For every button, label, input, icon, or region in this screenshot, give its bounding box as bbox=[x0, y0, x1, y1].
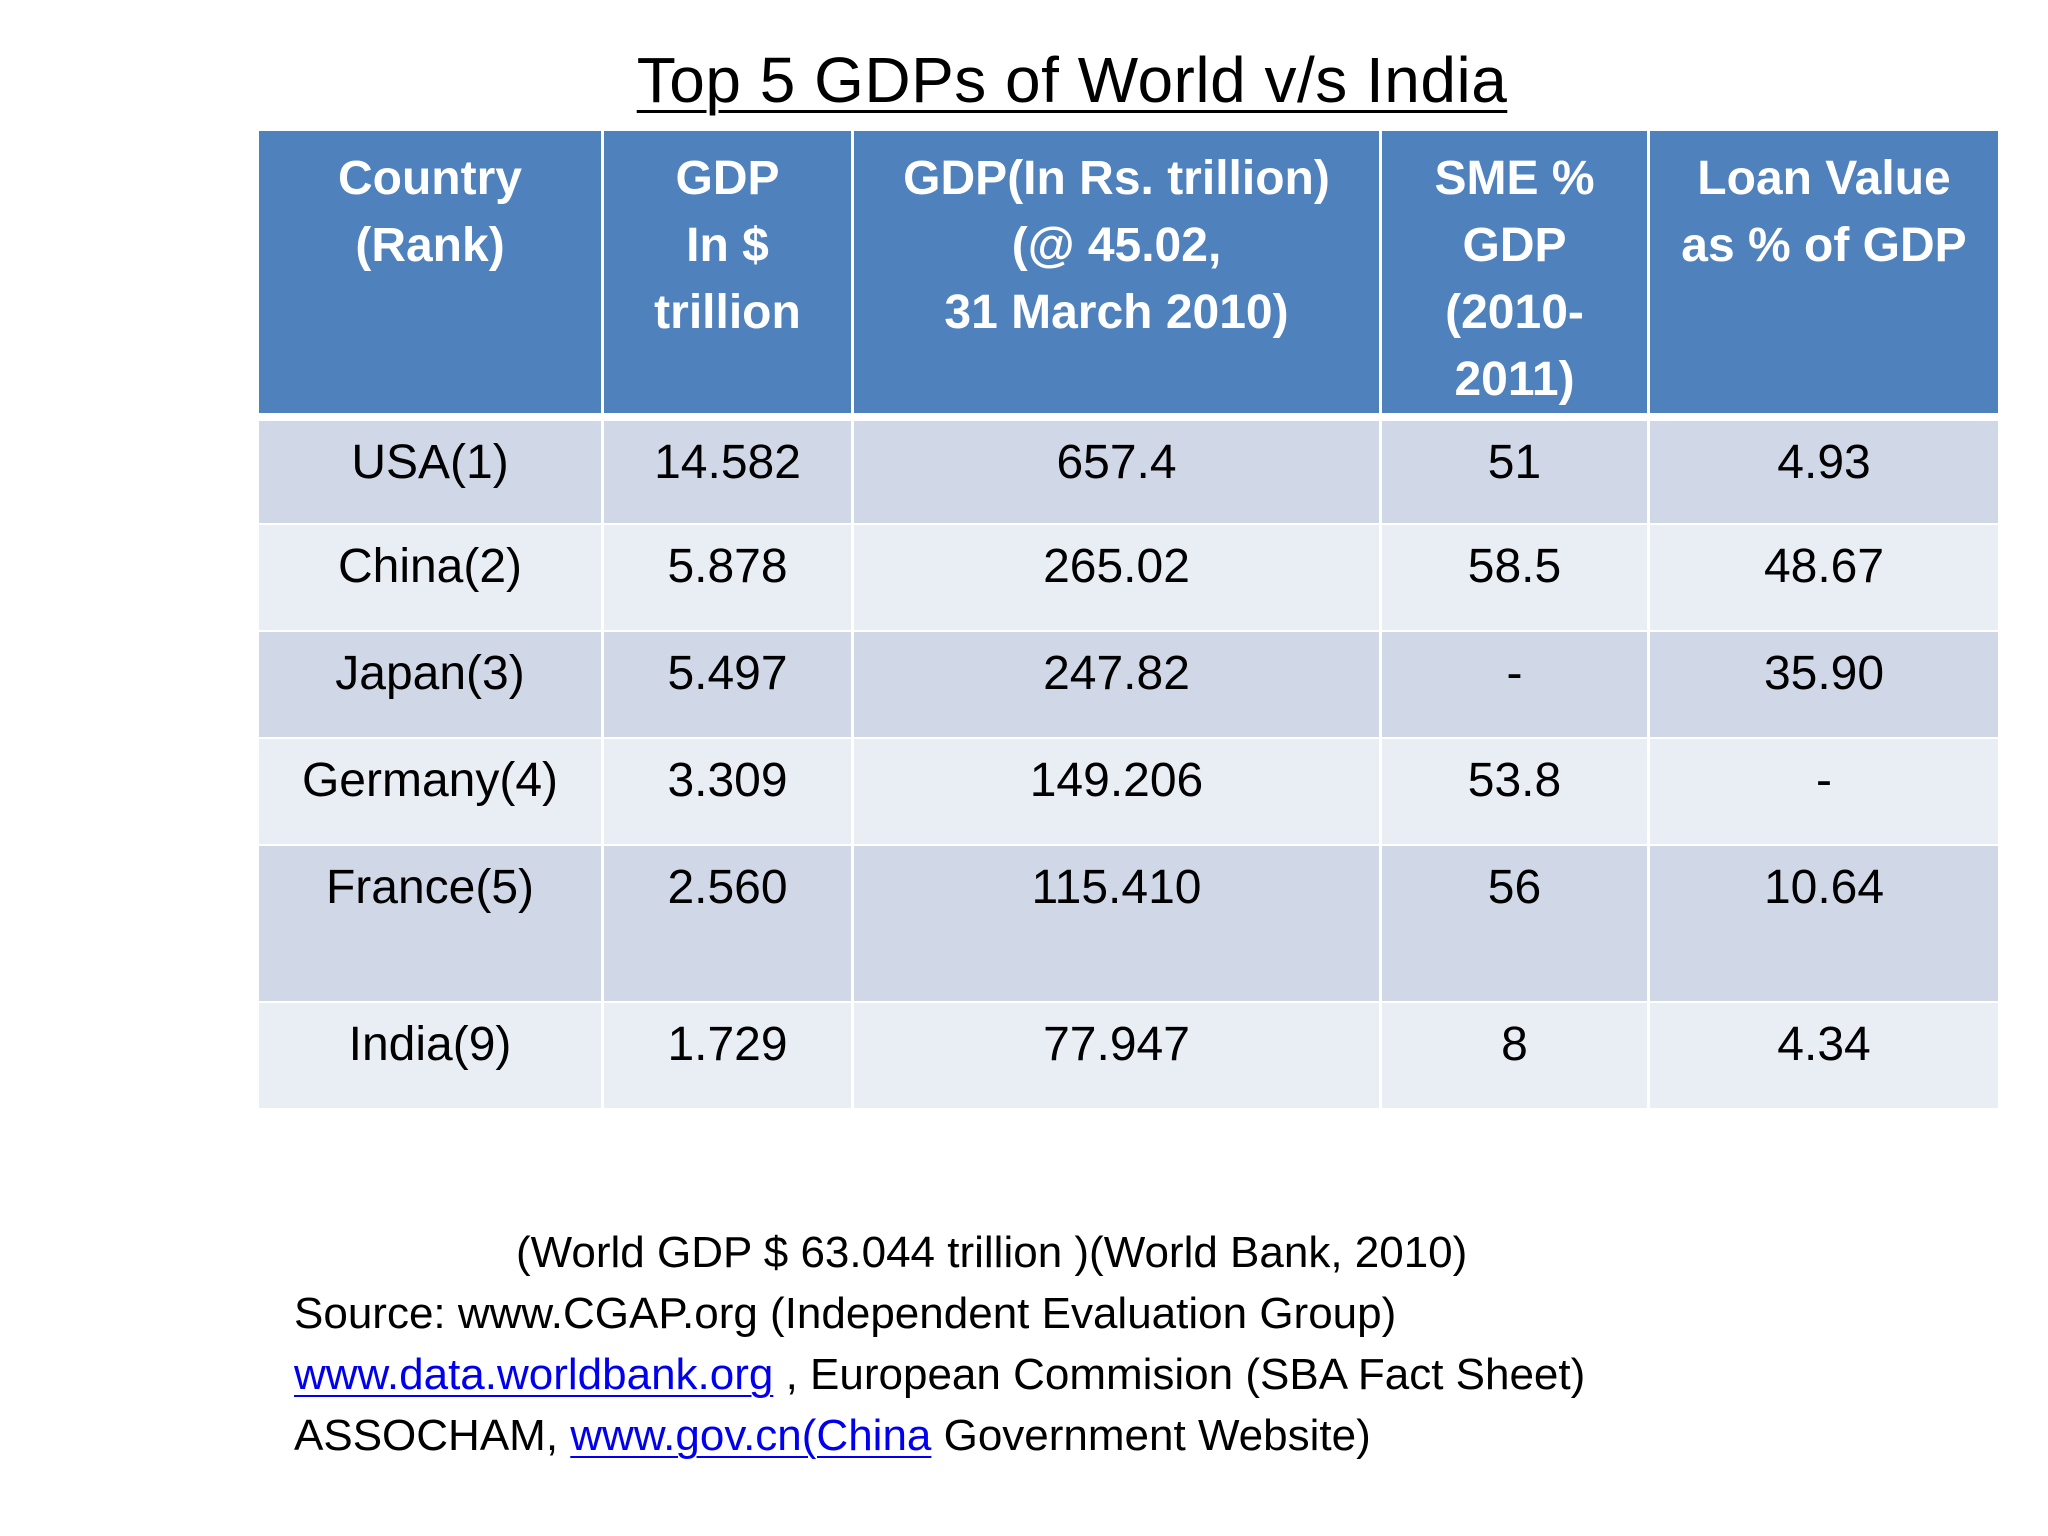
header-line: 2011) bbox=[1454, 353, 1575, 406]
source-cgap: Source: www.CGAP.org (Independent Evalua… bbox=[294, 1289, 1397, 1338]
source-china-rest: Government Website) bbox=[931, 1411, 1371, 1460]
cell-loan-value: 10.64 bbox=[1647, 844, 2001, 1003]
cell-country: China(2) bbox=[256, 523, 604, 632]
cell-gdp-inr: 657.4 bbox=[851, 416, 1382, 525]
cell-gdp-usd: 14.582 bbox=[601, 416, 854, 525]
header-line: Country bbox=[338, 152, 522, 205]
source-assocham: ASSOCHAM, bbox=[294, 1411, 571, 1460]
source-footnote: (World GDP $ 63.044 trillion )(World Ban… bbox=[294, 1222, 1585, 1466]
cell-gdp-inr: 149.206 bbox=[851, 737, 1382, 846]
source-worldbank-rest: , European Commision (SBA Fact Sheet) bbox=[773, 1350, 1586, 1399]
cell-gdp-inr: 247.82 bbox=[851, 630, 1382, 739]
china-gov-link[interactable]: www.gov.cn(China bbox=[570, 1411, 932, 1460]
header-gdp-inr: GDP(In Rs. trillion) (@ 45.02, 31 March … bbox=[851, 131, 1382, 421]
cell-gdp-usd: 3.309 bbox=[601, 737, 854, 846]
cell-sme-gdp: 8 bbox=[1379, 1001, 1650, 1110]
header-line: GDP bbox=[675, 152, 780, 205]
cell-loan-value: 4.93 bbox=[1647, 416, 2001, 525]
header-line: (2010- bbox=[1445, 286, 1584, 339]
table-row: Germany(4) 3.309 149.206 53.8 - bbox=[256, 737, 2001, 846]
header-line: (@ 45.02, bbox=[1011, 219, 1222, 272]
slide-title: Top 5 GDPs of World v/s India bbox=[636, 44, 1508, 116]
header-line: GDP bbox=[1462, 219, 1567, 272]
cell-gdp-inr: 77.947 bbox=[851, 1001, 1382, 1110]
cell-country: Germany(4) bbox=[256, 737, 604, 846]
cell-country: France(5) bbox=[256, 844, 604, 1003]
cell-loan-value: 35.90 bbox=[1647, 630, 2001, 739]
world-gdp-note: (World GDP $ 63.044 trillion )(World Ban… bbox=[516, 1228, 1468, 1277]
cell-gdp-inr: 265.02 bbox=[851, 523, 1382, 632]
table-row: Japan(3) 5.497 247.82 - 35.90 bbox=[256, 630, 2001, 739]
cell-country: India(9) bbox=[256, 1001, 604, 1110]
header-line: Loan Value bbox=[1697, 152, 1951, 205]
worldbank-link[interactable]: www.data.worldbank.org bbox=[294, 1350, 774, 1399]
cell-sme-gdp: 51 bbox=[1379, 416, 1650, 525]
header-line: trillion bbox=[654, 286, 801, 339]
cell-country: Japan(3) bbox=[256, 630, 604, 739]
cell-gdp-inr: 115.410 bbox=[851, 844, 1382, 1003]
header-line: SME % bbox=[1434, 152, 1595, 205]
cell-loan-value: 48.67 bbox=[1647, 523, 2001, 632]
header-gdp-usd: GDP In $ trillion bbox=[601, 131, 854, 421]
header-line: (Rank) bbox=[355, 219, 505, 272]
table-row: USA(1) 14.582 657.4 51 4.93 bbox=[256, 416, 2001, 525]
table-row: China(2) 5.878 265.02 58.5 48.67 bbox=[256, 523, 2001, 632]
cell-sme-gdp: 56 bbox=[1379, 844, 1650, 1003]
cell-loan-value: - bbox=[1647, 737, 2001, 846]
source-china-line: ASSOCHAM, www.gov.cn(China Government We… bbox=[294, 1405, 1585, 1466]
cell-loan-value: 4.34 bbox=[1647, 1001, 2001, 1110]
header-line: In $ bbox=[686, 219, 769, 272]
table-row: India(9) 1.729 77.947 8 4.34 bbox=[256, 1001, 2001, 1110]
gdp-comparison-table: Country (Rank) GDP In $ trillion GDP(In … bbox=[256, 131, 2001, 1110]
cell-sme-gdp: - bbox=[1379, 630, 1650, 739]
cell-gdp-usd: 1.729 bbox=[601, 1001, 854, 1110]
table-row: France(5) 2.560 115.410 56 10.64 bbox=[256, 844, 2001, 1003]
cell-country: USA(1) bbox=[256, 416, 604, 525]
header-line: as % of GDP bbox=[1681, 219, 1967, 272]
source-worldbank-line: www.data.worldbank.org , European Commis… bbox=[294, 1344, 1585, 1405]
header-line: 31 March 2010) bbox=[944, 286, 1289, 339]
header-sme-gdp: SME % GDP (2010- 2011) bbox=[1379, 131, 1650, 421]
header-loan-value: Loan Value as % of GDP bbox=[1647, 131, 2001, 421]
cell-gdp-usd: 2.560 bbox=[601, 844, 854, 1003]
cell-sme-gdp: 53.8 bbox=[1379, 737, 1650, 846]
cell-gdp-usd: 5.497 bbox=[601, 630, 854, 739]
cell-sme-gdp: 58.5 bbox=[1379, 523, 1650, 632]
table-header-row: Country (Rank) GDP In $ trillion GDP(In … bbox=[256, 131, 2001, 421]
header-country-rank: Country (Rank) bbox=[256, 131, 604, 421]
cell-gdp-usd: 5.878 bbox=[601, 523, 854, 632]
header-line: GDP(In Rs. trillion) bbox=[903, 152, 1330, 205]
